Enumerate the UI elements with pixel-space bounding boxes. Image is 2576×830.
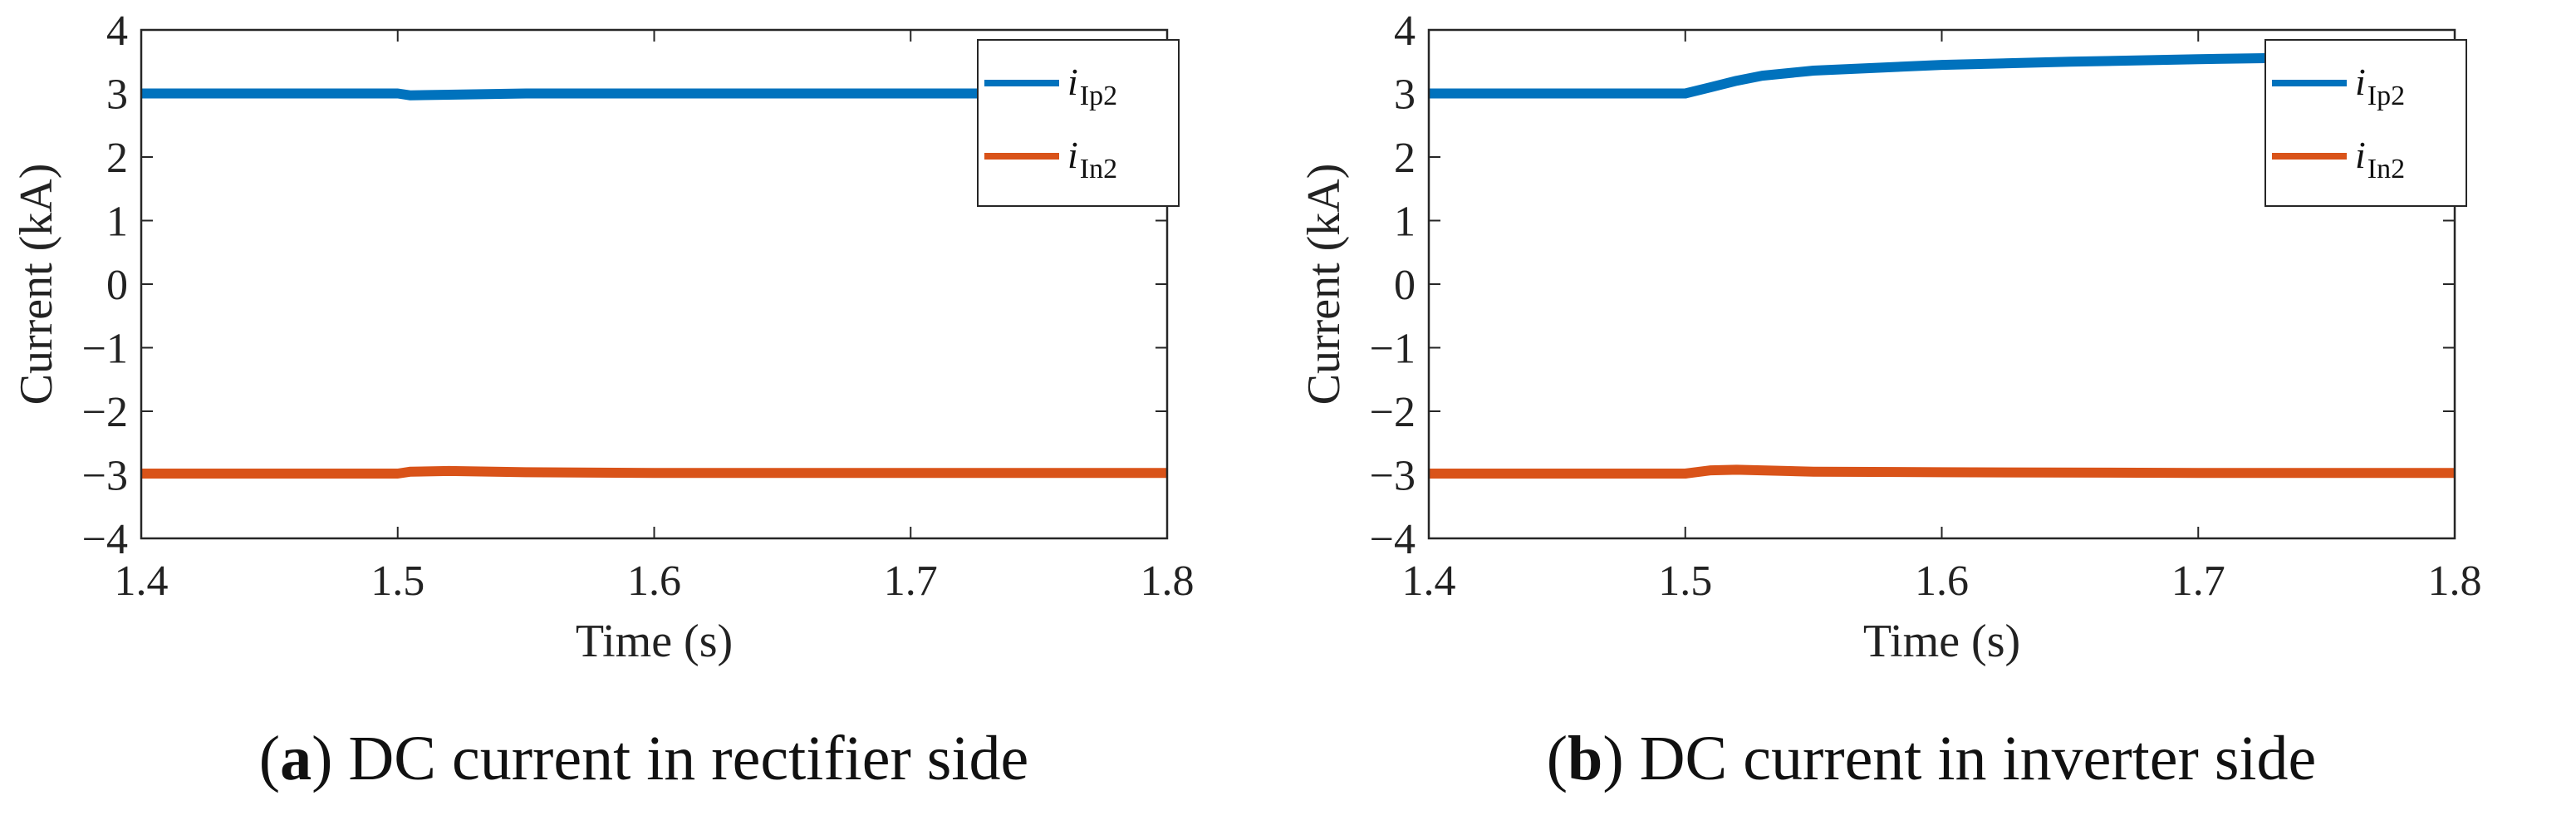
chart-a-legend-subscript-in2: In2 xyxy=(1080,154,1117,184)
chart-a-ytick-label: −4 xyxy=(82,516,128,563)
caption-b: (b) DC current in inverter side xyxy=(1546,724,2317,793)
chart-b-ytick-label: 4 xyxy=(1394,7,1416,55)
chart-a-series-ip2-line xyxy=(141,88,1167,101)
chart-b-ytick-label: −2 xyxy=(1370,389,1416,436)
chart-a-ytick-label: −1 xyxy=(82,326,128,373)
chart-b-xtick-label: 1.4 xyxy=(1402,557,1456,605)
chart-a-axes-frame xyxy=(140,28,1169,540)
chart-b-ytick-label: −1 xyxy=(1370,326,1416,373)
chart-b-ytick-label: −4 xyxy=(1370,516,1416,563)
caption-b-text: DC current in inverter side xyxy=(1639,724,2317,793)
chart-panel-b: 4 3 2 1 0 −1 −2 −3 −4 1.4 1.5 1.6 1.7 1.8 Time (s) Curr… xyxy=(1288,0,2575,830)
chart-a-xtick-label: 1.5 xyxy=(370,557,424,605)
chart-a-legend-box xyxy=(977,39,1180,207)
chart-b-xtick-label: 1.6 xyxy=(1915,557,1969,605)
chart-b-ytick-label: −3 xyxy=(1370,453,1416,500)
chart-b-series-ip2-line xyxy=(1429,52,2456,99)
chart-a-ytick-label: 4 xyxy=(106,7,128,55)
chart-b-axes-frame xyxy=(1427,28,2456,540)
chart-b-legend-box xyxy=(2264,39,2467,207)
caption-a-text: DC current in rectifier side xyxy=(348,724,1029,793)
chart-a-ytick-label: 1 xyxy=(106,199,128,246)
chart-a-svg: 4 3 2 1 0 −1 −2 −3 −41.4 1.5 1.6 1.7 1.8 Time (s) Curr… xyxy=(11,7,1195,667)
chart-b-y-axis-label: Current (kA) xyxy=(1298,164,1350,405)
chart-a-ytick-label: −2 xyxy=(82,389,128,436)
chart-a-xtick-label: 1.6 xyxy=(627,557,681,605)
chart-a-x-axis-label: Time (s) xyxy=(576,616,733,667)
chart-a-y-axis-label: Current (kA) xyxy=(11,164,62,405)
chart-b-x-axis-label: Time (s) xyxy=(1863,616,2020,667)
chart-b-ytick-label: 3 xyxy=(1394,71,1416,119)
chart-b-xtick-label: 1.5 xyxy=(1658,557,1712,605)
chart-b-xtick-label: 1.7 xyxy=(2171,557,2225,605)
chart-b-ytick-label: 2 xyxy=(1394,135,1416,182)
chart-b-legend-subscript-ip2: Ip2 xyxy=(2367,81,2405,111)
chart-a-xtick-label: 1.8 xyxy=(1141,557,1195,605)
chart-a-legend-subscript-ip2: Ip2 xyxy=(1080,81,1117,111)
chart-b-ytick-label: 0 xyxy=(1394,262,1416,309)
chart-b-xtick-label: 1.8 xyxy=(2428,557,2482,605)
chart-a-ytick-label: 3 xyxy=(106,71,128,119)
chart-a-series-in2-line xyxy=(141,465,1167,479)
chart-b-series-in2-line xyxy=(1429,464,2455,479)
chart-b-svg: 4 3 2 1 0 −1 −2 −3 −41.4 1.5 1.6 1.7 1.8 Time (s) Curr… xyxy=(1298,7,2482,667)
chart-panel-a: 4 3 2 1 0 −1 −2 −3 −4 1.4 1.5 1.6 1.7 1.8 Time (s) Curr… xyxy=(11,7,1195,793)
chart-a-xtick-label: 1.4 xyxy=(115,557,169,605)
chart-a-ytick-label: 0 xyxy=(106,262,128,309)
chart-a-ytick-label: −3 xyxy=(82,453,128,500)
chart-b-ytick-label: 1 xyxy=(1394,199,1416,246)
caption-a-letter: a xyxy=(280,724,312,793)
chart-b-legend-subscript-in2: In2 xyxy=(2367,154,2405,184)
chart-a-ytick-label: 2 xyxy=(106,135,128,182)
chart-a-xtick-label: 1.7 xyxy=(884,557,938,605)
caption-a: (a) DC current in rectifier side xyxy=(258,724,1029,793)
caption-b-letter: b xyxy=(1568,724,1603,793)
